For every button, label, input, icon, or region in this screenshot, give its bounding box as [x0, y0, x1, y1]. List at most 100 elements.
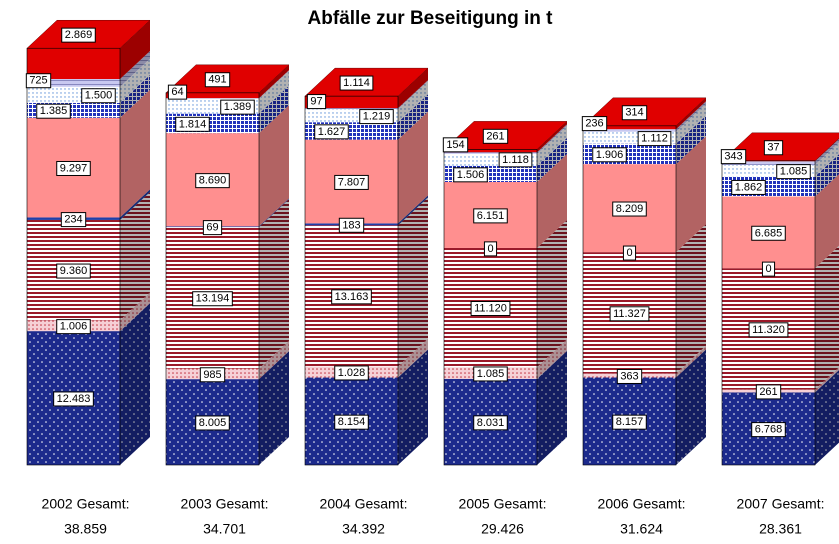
value-label-box	[61, 27, 96, 43]
bar-side	[259, 198, 289, 228]
bar-side	[815, 142, 839, 177]
bar-side	[120, 89, 150, 218]
bar-side	[120, 51, 150, 87]
bar-side-shade	[537, 219, 567, 368]
value-label-box	[56, 263, 91, 279]
value-label-box	[612, 414, 647, 430]
bar-side	[398, 111, 428, 224]
value-label-box	[202, 220, 223, 236]
value-label: 183	[342, 219, 360, 231]
value-label-box	[334, 414, 369, 430]
bar-side-shade	[120, 20, 150, 80]
bar-side	[676, 349, 706, 465]
bar-side-shade	[259, 70, 289, 114]
value-label: 6.768	[755, 424, 783, 436]
bar-side-shade	[676, 345, 706, 378]
bar-side-shade	[120, 292, 150, 332]
bar-side-shade	[676, 101, 706, 132]
bar-side-shade	[120, 58, 150, 103]
bar-side	[676, 103, 706, 144]
bar-side	[537, 219, 567, 368]
bar-side	[815, 174, 839, 269]
value-label-box	[761, 261, 776, 277]
bar-segment	[583, 131, 676, 144]
value-label: 6.151	[477, 210, 505, 222]
bar-side-shade	[398, 81, 428, 123]
bar-side	[259, 105, 289, 227]
value-label: 13.194	[196, 293, 230, 305]
value-label: 8.157	[616, 416, 644, 428]
bar-segment	[166, 98, 259, 99]
bar-side	[120, 189, 150, 220]
value-label-box	[220, 99, 255, 115]
x-tick-label: 2006 Gesamt:	[598, 496, 686, 512]
value-label: 0	[487, 243, 493, 255]
bar-side	[676, 224, 706, 374]
bar-side	[537, 137, 567, 182]
value-label-box	[175, 116, 210, 132]
value-label-box	[473, 366, 508, 382]
value-label-box	[334, 174, 369, 190]
bar-side	[120, 20, 150, 80]
bar-side	[815, 154, 839, 197]
value-label-box	[720, 149, 747, 165]
bar-side-shade	[259, 105, 289, 227]
bar-side-shade	[259, 70, 289, 99]
value-label: 12.483	[57, 393, 91, 405]
value-label-box	[56, 319, 91, 335]
bar-segment	[166, 92, 259, 99]
value-label: 1.006	[60, 321, 88, 333]
value-label: 343	[724, 151, 742, 163]
value-label-box	[776, 164, 811, 180]
value-label: 97	[310, 96, 322, 108]
bar-outline	[26, 47, 121, 466]
value-label-box	[755, 384, 782, 400]
bar-side	[398, 349, 428, 465]
bar-side-shade	[815, 370, 839, 465]
total-label: 38.859	[64, 521, 107, 537]
value-label: 1.506	[457, 169, 485, 181]
value-label-box	[314, 124, 349, 140]
bar-side-shade	[398, 111, 428, 224]
value-label-box	[616, 368, 643, 384]
bar-side-shade	[815, 142, 839, 177]
bar-side-shade	[398, 68, 428, 109]
value-label-box	[483, 241, 498, 257]
bar-side-shade	[120, 51, 150, 87]
value-label-box	[334, 365, 369, 381]
bar-side	[259, 340, 289, 380]
value-label: 1.118	[502, 154, 529, 166]
value-label: 261	[759, 386, 777, 398]
bar-segment	[444, 149, 537, 153]
bar-side	[398, 338, 428, 378]
value-label-box	[53, 391, 94, 407]
bar-side	[259, 351, 289, 465]
value-label-box	[470, 301, 511, 317]
value-label-box	[195, 415, 230, 431]
value-label: 363	[620, 370, 638, 382]
bar-side-shade	[537, 350, 567, 465]
value-label: 8.690	[199, 175, 227, 187]
value-label-box	[621, 105, 648, 121]
value-label-box	[731, 179, 766, 195]
bar-side	[259, 64, 289, 99]
bar-side-shade	[259, 64, 289, 99]
value-label: 9.297	[60, 162, 88, 174]
bar-side	[537, 350, 567, 465]
bar-outline	[443, 149, 538, 466]
bar-side	[398, 81, 428, 123]
value-label: 1.814	[179, 118, 207, 130]
bar-side-shade	[120, 303, 150, 465]
bar-segment	[583, 129, 676, 132]
value-label-box	[473, 415, 508, 431]
value-label: 1.862	[735, 181, 763, 193]
value-label: 9.360	[60, 265, 88, 277]
value-label: 1.114	[343, 77, 370, 89]
bar-side	[815, 245, 839, 390]
total-label: 34.701	[203, 521, 246, 537]
bar-segment	[444, 152, 537, 154]
bar-side-shade	[537, 125, 567, 166]
bar-side-shade	[398, 338, 428, 378]
bar-outline	[582, 125, 677, 466]
value-label: 1.028	[338, 367, 366, 379]
